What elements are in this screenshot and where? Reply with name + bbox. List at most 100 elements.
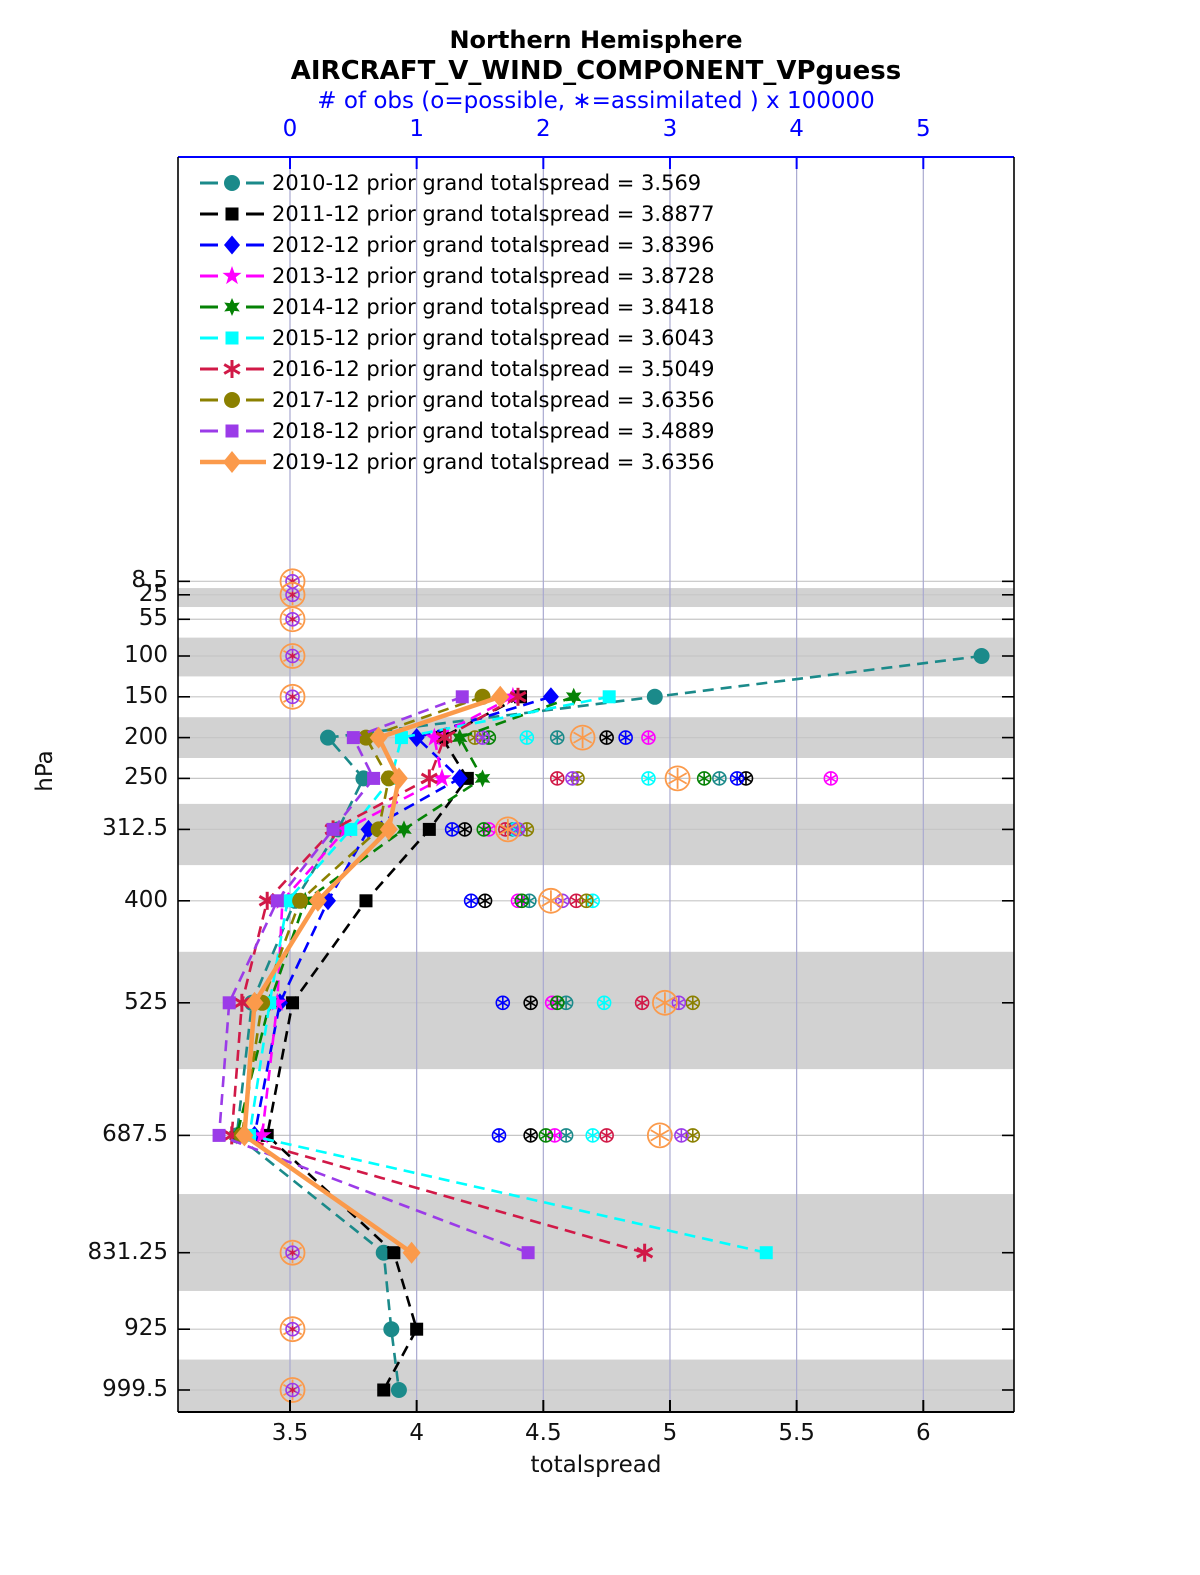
series-marker: [367, 771, 381, 785]
obs-count-marker: [538, 887, 564, 914]
y-axis-tick: 55: [138, 605, 168, 632]
asterisk-marker: [620, 731, 632, 744]
obs-possible-circle: [634, 995, 650, 1011]
legend-label: 2016-12 prior grand totalspread = 3.5049: [272, 357, 715, 381]
asterisk-marker: [516, 894, 528, 907]
asterisk-marker: [521, 731, 533, 744]
obs-possible-circle: [279, 606, 306, 633]
series-marker: [292, 892, 309, 909]
obs-possible-circle: [549, 771, 565, 786]
obs-count-marker: [646, 1122, 673, 1149]
legend-item: 2011-12 prior grand totalspread = 3.8877: [198, 201, 715, 232]
obs-possible-circle: [538, 1128, 554, 1143]
series-marker: [235, 1124, 254, 1147]
obs-count-marker: [549, 730, 565, 745]
x-axis-tick: 3.5: [271, 1420, 309, 1446]
obs-count-marker: [674, 1128, 689, 1143]
obs-count-marker: [599, 730, 614, 745]
asterisk-marker: [673, 996, 685, 1009]
obs-count-marker: [618, 730, 633, 745]
obs-count-marker: [463, 893, 479, 909]
obs-possible-circle: [823, 771, 839, 786]
x-axis-tick: 6: [915, 1420, 931, 1446]
series-marker: [369, 726, 388, 749]
y-axis-tick: 250: [124, 764, 168, 791]
series-marker: [377, 1383, 391, 1397]
asterisk-marker: [289, 693, 296, 700]
asterisk-marker: [675, 1129, 687, 1142]
y-axis-tick: 999.5: [102, 1375, 168, 1402]
legend-item: 2014-12 prior grand totalspread = 3.8418: [198, 294, 715, 325]
obs-possible-circle: [641, 771, 656, 786]
asterisk-marker: [825, 772, 837, 785]
obs-axis-label: # of obs (o=possible, ∗=assimilated ) x …: [317, 88, 875, 114]
obs-count-marker: [495, 995, 511, 1011]
legend-sample: [200, 298, 264, 316]
asterisk-marker: [289, 591, 296, 598]
y-axis-tick: 525: [124, 988, 168, 1015]
near-zero-obs-cluster: [279, 606, 306, 633]
obs-count-marker: [569, 724, 596, 751]
y-axis-tick: 8.5: [131, 567, 168, 594]
asterisk-marker: [650, 1124, 670, 1146]
obs-possible-circle: [523, 1128, 538, 1143]
series-marker: [410, 1322, 424, 1336]
obs-possible-circle: [279, 683, 306, 710]
obs-possible-circle: [285, 1245, 300, 1260]
obs-count-marker: [494, 816, 521, 843]
near-zero-obs-cluster: [279, 683, 306, 710]
obs-possible-circle: [547, 1128, 563, 1143]
near-zero-obs-cluster: [279, 581, 306, 608]
obs-count-marker: [519, 730, 535, 745]
asterisk-marker: [476, 731, 489, 744]
shaded-band: [178, 588, 1014, 608]
obs-possible-circle: [674, 1128, 689, 1143]
obs-possible-circle: [285, 1382, 300, 1398]
series-marker: [267, 992, 287, 1011]
x-axis-tick: 4: [409, 1420, 424, 1446]
near-zero-obs-group: [279, 568, 306, 1403]
asterisk-marker: [289, 1249, 296, 1256]
obs-count-marker: [491, 1128, 507, 1143]
y-axis-tick: 150: [124, 682, 168, 709]
legend-sample: [200, 424, 264, 438]
obs-possible-circle: [285, 689, 300, 705]
series-marker: [380, 770, 397, 787]
series-marker: [344, 822, 358, 836]
legend-item: 2017-12 prior grand totalspread = 3.6356: [198, 387, 715, 418]
obs-possible-circle: [712, 771, 727, 786]
obs-possible-circle: [558, 995, 574, 1011]
asterisk-marker: [233, 993, 251, 1012]
near-zero-obs-cluster: [279, 1316, 306, 1343]
legend-sample: [200, 175, 264, 191]
asterisk-marker: [525, 996, 537, 1009]
obs-count-marker: [549, 995, 565, 1011]
legend-sample: [200, 331, 264, 345]
obs-possible-circle: [519, 730, 535, 745]
series-marker: [521, 1246, 535, 1260]
asterisk-marker: [435, 728, 454, 747]
asterisk-marker: [668, 767, 688, 789]
legend-label: 2011-12 prior grand totalspread = 3.8877: [272, 202, 715, 226]
shaded-band: [178, 1359, 1014, 1412]
obs-possible-circle: [696, 771, 712, 786]
obs-possible-circle: [279, 1316, 306, 1343]
asterisk-marker: [687, 1129, 699, 1142]
series-marker: [357, 729, 374, 746]
asterisk-marker: [566, 772, 579, 785]
obs-possible-circle: [279, 643, 306, 669]
obs-possible-circle: [646, 1122, 673, 1149]
obs-count-marker: [549, 771, 565, 786]
obs-axis-tick: 0: [282, 116, 298, 142]
legend-label: 2012-12 prior grand totalspread = 3.8396: [272, 233, 715, 257]
obs-count-marker: [685, 995, 701, 1011]
obs-possible-circle: [596, 995, 612, 1011]
series-marker: [422, 822, 436, 836]
obs-possible-circle: [463, 893, 479, 909]
asterisk-marker: [551, 772, 563, 785]
series-marker: [212, 1128, 226, 1142]
asterisk-marker: [509, 687, 527, 706]
obs-possible-circle: [549, 995, 565, 1011]
series-marker: [308, 889, 327, 912]
obs-axis-tick: 1: [409, 116, 424, 142]
